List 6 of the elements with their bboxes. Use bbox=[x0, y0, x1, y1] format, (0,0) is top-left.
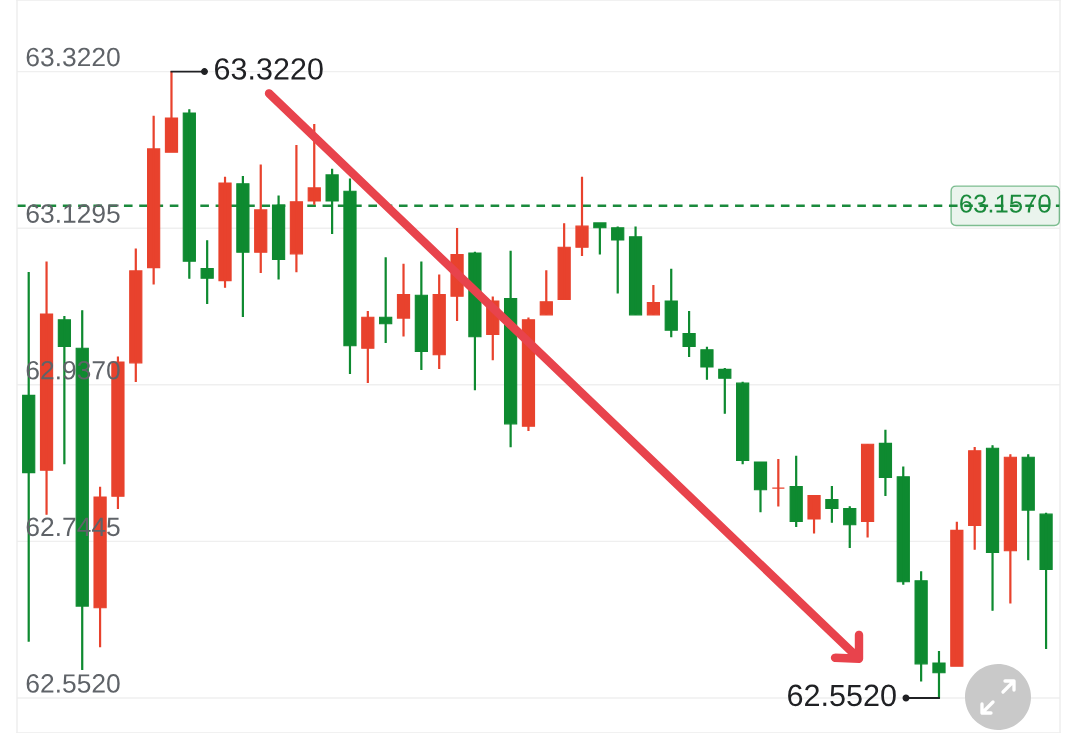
annotation: 63.3220 bbox=[215, 58, 323, 80]
y-tick-label: 63.1295 bbox=[26, 204, 120, 223]
y-tick-label: 62.5520 bbox=[26, 674, 120, 693]
y-tick-label: 63.3220 bbox=[26, 47, 120, 67]
ref-line-label: 63.1570 bbox=[960, 194, 1051, 213]
annotation: 62.5520 bbox=[788, 684, 896, 707]
